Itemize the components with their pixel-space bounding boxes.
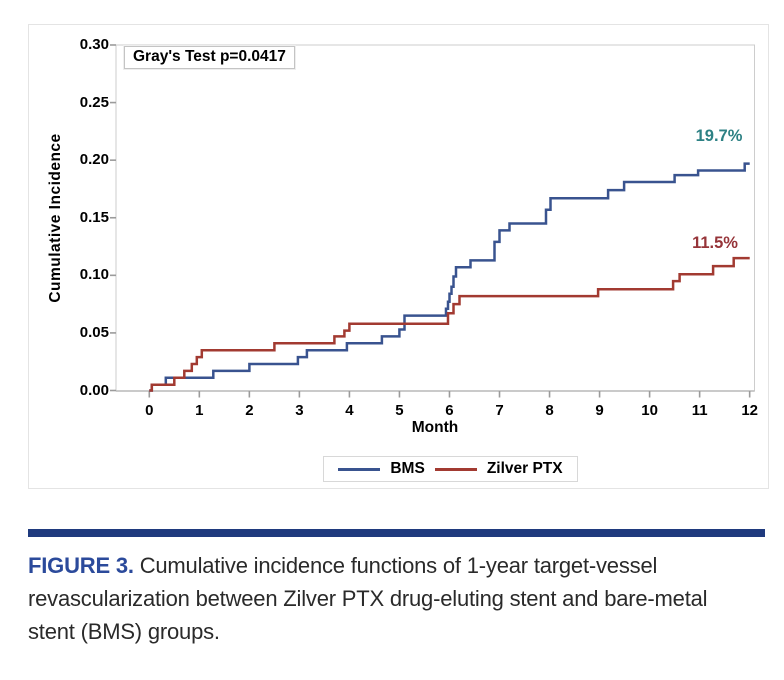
- y-tick-label: 0.00: [79, 381, 109, 399]
- caption-text: Cumulative incidence functions of 1-year…: [28, 553, 708, 644]
- zilver-legend-label: Zilver PTX: [486, 460, 563, 477]
- x-tick-label: 1: [195, 402, 204, 419]
- bms-line-swatch: [338, 467, 381, 471]
- bms-legend-label: BMS: [390, 460, 425, 477]
- x-tick-label: 12: [741, 402, 758, 419]
- y-tick-label: 0.20: [79, 151, 109, 169]
- x-tick-label: 2: [245, 402, 254, 419]
- x-tick-label: 8: [545, 402, 554, 419]
- x-tick-label: 4: [345, 402, 354, 419]
- zilver-end-label: 11.5%: [692, 234, 738, 252]
- chart-panel: Gray's Test p=0.0417 Cumulative Incidenc…: [28, 24, 769, 489]
- series-line-bms: [149, 162, 750, 392]
- caption-divider-bar: [28, 529, 765, 537]
- bms-end-label: 19.7%: [695, 127, 743, 145]
- stat-box: Gray's Test p=0.0417: [123, 45, 296, 70]
- series-line-zilver-ptx: [149, 256, 750, 392]
- y-tick-label: 0.30: [79, 35, 109, 53]
- x-axis-title: Month: [411, 419, 459, 436]
- y-tick-label: 0.05: [79, 323, 109, 341]
- x-tick-label: 10: [641, 402, 658, 419]
- figure-label: FIGURE 3.: [28, 553, 134, 578]
- x-tick-label: 5: [395, 402, 404, 419]
- y-axis-title: Cumulative Incidence: [47, 133, 64, 303]
- x-tick-label: 9: [595, 402, 604, 419]
- y-tick-label: 0.25: [79, 93, 109, 111]
- plot-svg: [110, 44, 755, 398]
- figure-caption: FIGURE 3. Cumulative incidence functions…: [28, 549, 740, 648]
- x-tick-label: 11: [691, 402, 708, 419]
- x-tick-label: 0: [145, 402, 154, 419]
- x-tick-label: 3: [295, 402, 304, 419]
- x-tick-label: 6: [445, 402, 454, 419]
- y-tick-label: 0.10: [79, 266, 109, 284]
- legend: BMS Zilver PTX: [323, 456, 578, 482]
- x-tick-label: 7: [495, 402, 504, 419]
- y-tick-label: 0.15: [79, 208, 109, 226]
- zilver-line-swatch: [434, 467, 477, 471]
- plot-frame: [115, 44, 755, 392]
